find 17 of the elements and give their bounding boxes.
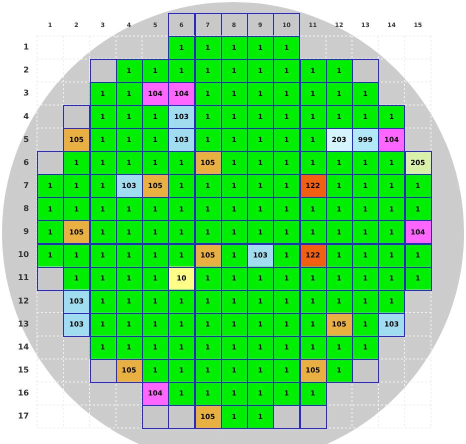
y-tick-label: 1 [23,42,30,52]
y-tick-label: 10 [18,250,30,260]
y-tick-label: 13 [18,319,29,328]
y-tick-label: 2 [23,66,29,75]
y-tick-label: 6 [23,158,30,167]
y-tick-label: 17 [18,412,29,421]
y-tick-label: 7 [23,180,29,190]
y-tick-label: 14 [18,342,30,352]
y-tick-label: 15 [18,365,30,374]
y-tick-label: 16 [18,388,30,398]
y-tick-label: 9 [23,227,30,236]
y-tick-label: 12 [18,296,29,306]
y-tick-label: 5 [23,134,30,144]
y-tick-label: 11 [18,273,30,282]
y-tick-label: 4 [23,112,30,121]
y-tick-label: 8 [23,204,30,214]
y-tick-label: 3 [23,88,29,98]
